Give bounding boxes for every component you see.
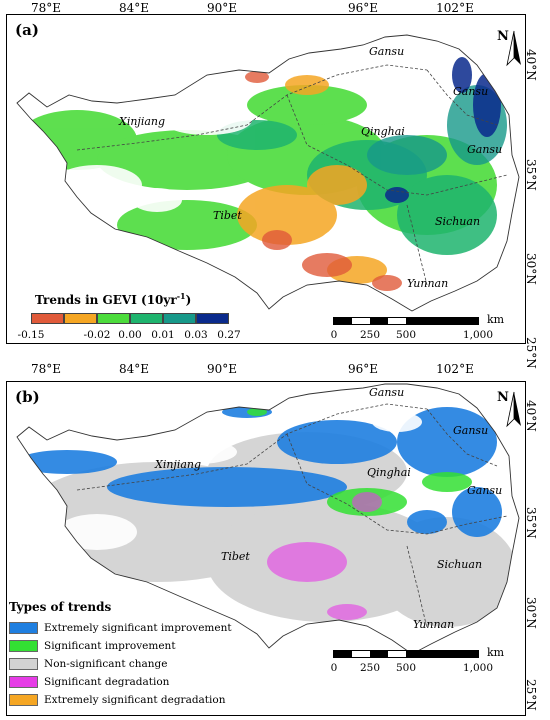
lat-label-25-a: 25°N: [524, 337, 538, 369]
scale-tick: 1,000: [462, 662, 494, 674]
colorbar-tick: 0.01: [151, 329, 175, 341]
plateau-outline-b: [16, 383, 520, 655]
lon-label-90-b: 90°E: [206, 362, 238, 376]
trend-type-raster: [17, 406, 517, 627]
legend-label: Significant degradation: [44, 676, 170, 688]
legend-label: Significant improvement: [44, 640, 176, 652]
scale-tick: 0: [330, 329, 338, 341]
province-boundaries: [76, 64, 508, 286]
scale-tick: 1,000: [462, 329, 494, 341]
legend-label: Extremely significant improvement: [44, 622, 232, 634]
north-arrow-icon: N: [497, 27, 525, 67]
colorbar-tick: 0.03: [184, 329, 208, 341]
colorbar-tick: -0.15: [17, 329, 45, 341]
map-a-svg: [16, 34, 520, 312]
colorbar-tick: 0.00: [118, 329, 142, 341]
province-label: Qinghai: [367, 466, 411, 479]
lon-label-96: 96°E: [347, 1, 379, 15]
lon-label-84: 84°E: [118, 1, 150, 15]
lat-label-30-a: 30°N: [524, 253, 538, 285]
colorbar-swatch-2: [64, 313, 97, 324]
colorbar-swatch-5: [163, 313, 196, 324]
trend-legend-title: Types of trends: [9, 600, 112, 614]
province-label: Gansu: [453, 85, 489, 98]
gevi-trend-raster: [17, 57, 507, 291]
legend-item: Significant degradation: [9, 676, 169, 688]
legend-label: Non-significant change: [44, 658, 168, 670]
province-label: Gansu: [453, 424, 489, 437]
colorbar-swatch-4: [130, 313, 163, 324]
scale-tick: 500: [395, 329, 417, 341]
lat-label-35-b: 35°N: [524, 507, 538, 539]
panel-a-gevi-trend-map: (a) Gansu Gansu Gansu Xinjiang Qinghai T…: [6, 14, 526, 344]
legend-label: Extremely significant degradation: [44, 694, 226, 706]
lon-label-84-b: 84°E: [118, 362, 150, 376]
lon-label-78-b: 78°E: [30, 362, 62, 376]
legend-swatch: [9, 694, 38, 706]
lat-label-35-a: 35°N: [524, 159, 538, 191]
lat-label-25-b: 25°N: [524, 679, 538, 711]
lon-label-90: 90°E: [206, 1, 238, 15]
legend-swatch: [9, 640, 38, 652]
lat-label-40-a: 40°N: [524, 49, 538, 81]
scale-tick: 250: [359, 329, 381, 341]
legend-swatch: [9, 676, 38, 688]
legend-item: Non-significant change: [9, 658, 167, 670]
panel-b-trend-type-map: (b) Gansu Gansu Gansu Xinjiang Qinghai T…: [6, 381, 526, 716]
scale-tick: 500: [395, 662, 417, 674]
legend-item: Extremely significant improvement: [9, 622, 232, 634]
colorbar-swatch-3: [97, 313, 130, 324]
scale-unit: km: [487, 646, 505, 659]
lat-label-30-b: 30°N: [524, 597, 538, 629]
gevi-colorbar: [31, 313, 229, 324]
plateau-outline: [16, 34, 520, 312]
colorbar-tick: -0.02: [83, 329, 111, 341]
province-label: Sichuan: [435, 215, 481, 228]
lon-label-102-b: 102°E: [436, 362, 474, 376]
north-label: N: [497, 390, 509, 405]
north-arrow-icon: N: [497, 388, 525, 428]
lon-label-102: 102°E: [436, 1, 474, 15]
lon-label-78: 78°E: [30, 1, 62, 15]
province-label: Gansu: [467, 484, 503, 497]
panel-a-label: (a): [15, 21, 39, 39]
lon-label-96-b: 96°E: [347, 362, 379, 376]
province-label: Tibet: [221, 550, 250, 563]
scale-bar-a: 0 250 500 1,000: [331, 317, 493, 341]
scale-bar-b: 0 250 500 1,000: [331, 650, 493, 674]
province-label: Tibet: [213, 209, 242, 222]
panel-b-label: (b): [15, 388, 40, 406]
province-boundaries-b: [76, 403, 508, 629]
lat-label-40-b: 40°N: [524, 400, 538, 432]
province-label: Xinjiang: [155, 458, 202, 471]
scale-tick: 0: [330, 662, 338, 674]
colorbar-swatch-6: [196, 313, 229, 324]
legend-item: Extremely significant degradation: [9, 694, 225, 706]
scale-tick: 250: [359, 662, 381, 674]
province-label: Yunnan: [413, 618, 455, 631]
legend-swatch: [9, 658, 38, 670]
province-label: Qinghai: [361, 125, 405, 138]
colorbar-tick: 0.27: [217, 329, 241, 341]
legend-item: Significant improvement: [9, 640, 176, 652]
scale-unit: km: [487, 313, 505, 326]
province-label: Gansu: [369, 386, 405, 399]
gevi-legend-title: Trends in GEVI (10yr-1): [35, 291, 192, 307]
province-label: Gansu: [369, 45, 405, 58]
legend-swatch: [9, 622, 38, 634]
province-label: Sichuan: [437, 558, 483, 571]
province-label: Xinjiang: [119, 115, 166, 128]
map-b-svg: [16, 383, 520, 655]
colorbar-swatch-1: [31, 313, 64, 324]
north-label: N: [497, 29, 509, 44]
province-label: Yunnan: [407, 277, 449, 290]
province-label: Gansu: [467, 143, 503, 156]
